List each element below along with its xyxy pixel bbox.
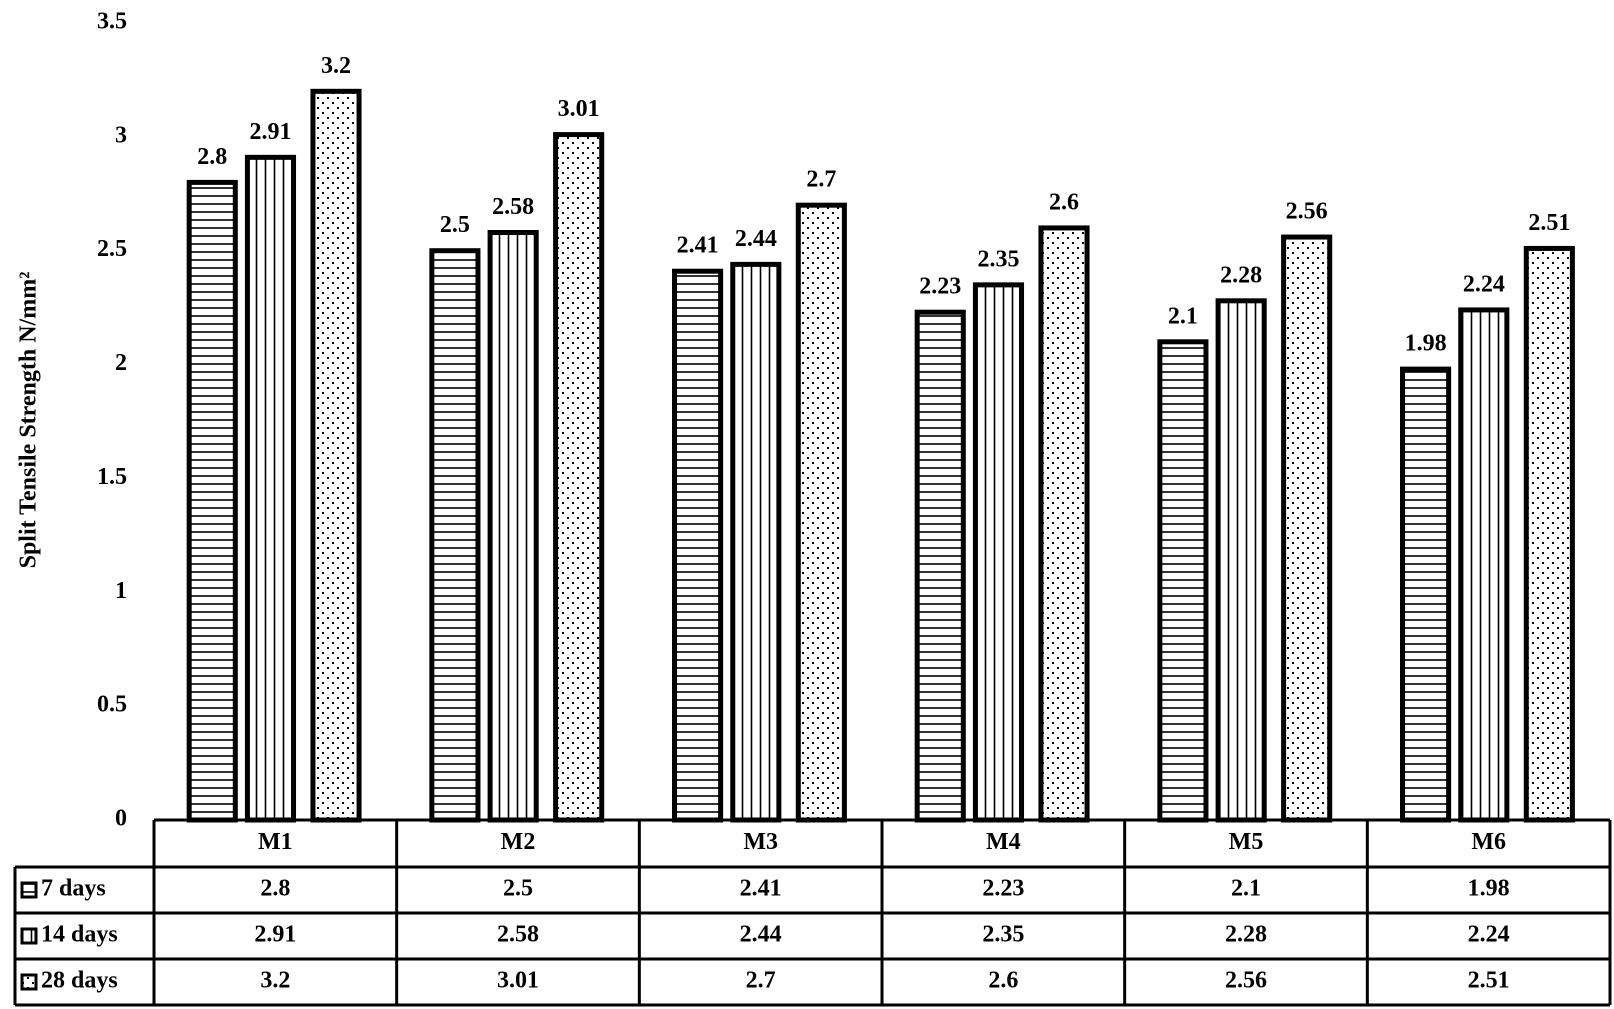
- bar: [730, 261, 782, 823]
- y-axis-label: Split Tensile Strength N/mm²: [16, 272, 42, 569]
- y-tick-label: 2.5: [97, 236, 127, 262]
- y-tick-label: 3.5: [97, 9, 127, 35]
- legend-key: [20, 927, 38, 945]
- table-header: M2: [501, 829, 536, 855]
- bar: [795, 202, 847, 823]
- bar: [914, 309, 966, 823]
- value-label: 2.23: [919, 274, 961, 300]
- y-tick-label: 0: [115, 806, 127, 832]
- table-cell: 2.6: [988, 968, 1018, 994]
- table-cell: 2.7: [746, 968, 776, 994]
- y-tick-label: 3: [115, 122, 127, 148]
- table-cell: 2.1: [1231, 876, 1261, 902]
- bar: [1215, 298, 1267, 823]
- value-label: 2.28: [1220, 262, 1262, 288]
- table-header: M5: [1229, 829, 1264, 855]
- value-label: 2.24: [1463, 271, 1505, 297]
- table-cell: 1.98: [1468, 876, 1510, 902]
- bar: [1400, 366, 1452, 823]
- table-cell: 2.51: [1468, 968, 1510, 994]
- table-header: M1: [258, 829, 293, 855]
- table-header: M3: [743, 829, 778, 855]
- table-cell: 2.8: [260, 876, 290, 902]
- table-cell: 2.56: [1225, 968, 1267, 994]
- table-header: M6: [1471, 829, 1506, 855]
- bar: [1038, 225, 1090, 823]
- value-label: 2.7: [806, 167, 836, 193]
- bar: [1458, 307, 1510, 823]
- bar: [553, 132, 605, 823]
- value-label: 2.56: [1286, 199, 1328, 225]
- value-label: 2.51: [1528, 210, 1570, 236]
- table-cell: 2.41: [740, 876, 782, 902]
- table-cell: 3.01: [497, 968, 539, 994]
- table-cell: 2.91: [254, 922, 296, 948]
- bar: [972, 282, 1025, 823]
- table-cell: 2.24: [1468, 922, 1510, 948]
- legend-label: 14 days: [41, 922, 118, 948]
- value-label: 2.44: [735, 226, 777, 252]
- bar: [672, 268, 724, 823]
- value-label: 2.5: [440, 212, 470, 238]
- value-label: 2.35: [977, 246, 1019, 272]
- legend-key: [20, 973, 38, 991]
- y-tick-label: 0.5: [97, 692, 127, 718]
- bar: [429, 248, 481, 823]
- bar: [1157, 339, 1209, 823]
- bar: [1281, 234, 1333, 823]
- bar: [1523, 245, 1575, 823]
- bar: [310, 88, 362, 823]
- legend-key: [20, 881, 38, 899]
- table-cell: 2.58: [497, 922, 539, 948]
- table-header: M4: [986, 829, 1021, 855]
- table-cell: 2.23: [982, 876, 1024, 902]
- table-cell: 2.28: [1225, 922, 1267, 948]
- value-label: 3.01: [558, 96, 600, 122]
- value-label: 2.6: [1049, 189, 1079, 215]
- value-label: 2.58: [492, 194, 534, 220]
- value-label: 2.1: [1168, 303, 1198, 329]
- value-label: 3.2: [321, 53, 351, 79]
- legend-label: 7 days: [41, 876, 106, 902]
- table-cell: 3.2: [260, 968, 290, 994]
- legend-label: 28 days: [41, 968, 118, 994]
- bar: [186, 179, 238, 823]
- table-cell: 2.35: [982, 922, 1024, 948]
- y-tick-label: 1: [115, 578, 127, 604]
- value-label: 1.98: [1405, 331, 1447, 357]
- table-cell: 2.44: [740, 922, 782, 948]
- value-label: 2.91: [249, 119, 291, 145]
- value-label: 2.41: [677, 233, 719, 259]
- bar: [244, 154, 297, 823]
- y-tick-label: 2: [115, 350, 127, 376]
- value-label: 2.8: [197, 144, 227, 170]
- table-cell: 2.5: [503, 876, 533, 902]
- bar: [487, 229, 539, 823]
- y-tick-label: 1.5: [97, 464, 127, 490]
